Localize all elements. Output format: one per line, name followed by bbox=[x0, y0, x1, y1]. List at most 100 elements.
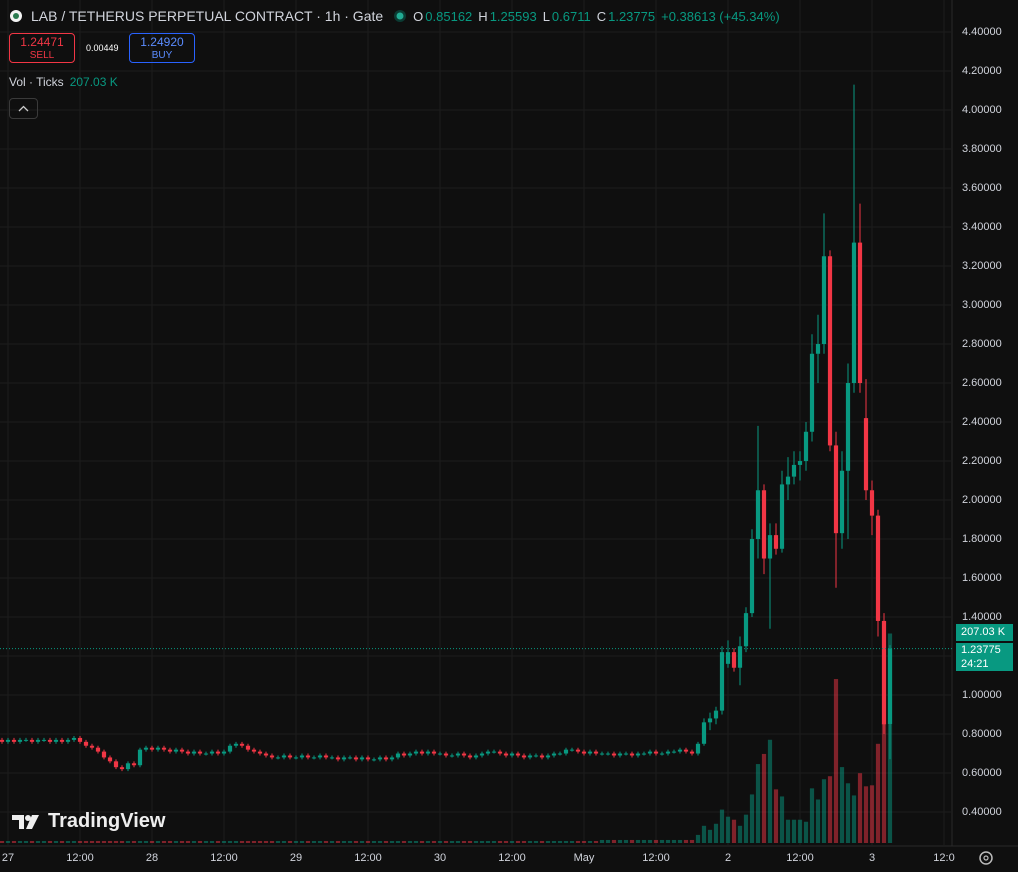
sell-price: 1.24471 bbox=[20, 35, 64, 49]
volume-bar bbox=[587, 840, 593, 843]
y-tick-label: 2.00000 bbox=[962, 494, 1002, 506]
volume-bar bbox=[515, 840, 521, 843]
buy-label: BUY bbox=[151, 50, 173, 61]
candle-body bbox=[515, 753, 521, 756]
candle-body bbox=[479, 753, 485, 756]
volume-bar bbox=[407, 840, 413, 843]
y-tick-label: 0.60000 bbox=[962, 767, 1002, 779]
brand: TradingView bbox=[12, 810, 165, 833]
volume-bar bbox=[125, 840, 131, 843]
candle-body bbox=[137, 749, 143, 766]
candle-body bbox=[785, 476, 791, 485]
volume-bar bbox=[209, 840, 215, 843]
candle-body bbox=[431, 751, 437, 754]
sell-button[interactable]: 1.24471 SELL bbox=[9, 33, 75, 63]
candle-body bbox=[65, 739, 71, 742]
volume-bar bbox=[113, 840, 119, 843]
volume-bar bbox=[425, 840, 431, 843]
volume-bar bbox=[401, 840, 407, 843]
x-tick-label: 12:00 bbox=[210, 852, 238, 864]
volume-bar bbox=[575, 840, 581, 843]
volume-bar bbox=[353, 840, 359, 843]
volume-bar bbox=[107, 840, 113, 843]
volume-bar bbox=[827, 776, 833, 843]
volume-bar bbox=[227, 840, 233, 843]
volume-bar bbox=[137, 840, 143, 843]
volume-bar bbox=[797, 819, 803, 843]
volume-bar bbox=[809, 788, 815, 843]
candle-body bbox=[743, 613, 749, 647]
volume-bar bbox=[689, 839, 695, 843]
volume-bar bbox=[767, 739, 773, 843]
candle-body bbox=[779, 484, 785, 549]
candle-body bbox=[383, 757, 389, 760]
candle-body bbox=[143, 747, 149, 750]
volume-bar bbox=[383, 840, 389, 843]
x-tick-label: 12:00 bbox=[786, 852, 814, 864]
volume-bar bbox=[329, 840, 335, 843]
buy-button[interactable]: 1.24920 BUY bbox=[129, 33, 195, 63]
candle-body bbox=[305, 755, 311, 758]
volume-bar bbox=[131, 840, 137, 843]
volume-bar bbox=[179, 840, 185, 843]
candle-body bbox=[539, 755, 545, 758]
volume-bar bbox=[17, 840, 23, 843]
volume-bar bbox=[35, 840, 41, 843]
candle-body bbox=[389, 757, 395, 760]
volume-bar bbox=[503, 840, 509, 843]
volume-bar bbox=[875, 743, 881, 843]
candle-body bbox=[767, 535, 773, 559]
ohlc-key: H bbox=[478, 8, 488, 24]
volume-bar bbox=[851, 795, 857, 843]
volume-bar bbox=[53, 840, 59, 843]
candle-body bbox=[101, 751, 107, 758]
volume-bar bbox=[647, 839, 653, 843]
volume-bar bbox=[599, 839, 605, 843]
candle-body bbox=[809, 353, 815, 432]
volume-bar bbox=[101, 840, 107, 843]
candle-body bbox=[713, 710, 719, 719]
candle-body bbox=[365, 757, 371, 760]
volume-bar bbox=[791, 819, 797, 843]
candle-body bbox=[353, 757, 359, 760]
x-tick-label: 12:00 bbox=[642, 852, 670, 864]
candle-body bbox=[17, 739, 23, 742]
volume-bar bbox=[713, 823, 719, 843]
candle-body bbox=[407, 753, 413, 756]
volume-bar bbox=[785, 819, 791, 843]
settings-icon[interactable] bbox=[979, 851, 993, 865]
candle-body bbox=[587, 751, 593, 754]
volume-bar bbox=[779, 796, 785, 843]
candle-body bbox=[401, 753, 407, 756]
candle-body bbox=[455, 753, 461, 756]
candle-body bbox=[59, 739, 65, 742]
collapse-button[interactable] bbox=[9, 98, 38, 119]
volume-bar bbox=[815, 799, 821, 843]
volume-bar bbox=[629, 839, 635, 843]
candle-body bbox=[347, 757, 353, 759]
last-price: 1.23775 bbox=[961, 644, 1001, 656]
volume-bar bbox=[569, 840, 575, 843]
candle-body bbox=[701, 722, 707, 744]
candle-body bbox=[23, 739, 29, 741]
volume-bar bbox=[581, 840, 587, 843]
candle-body bbox=[119, 767, 125, 770]
volume-bar bbox=[287, 840, 293, 843]
candle-body bbox=[227, 745, 233, 752]
volume-bar bbox=[215, 840, 221, 843]
candle-body bbox=[359, 757, 365, 760]
candle-body bbox=[251, 749, 257, 752]
candle-body bbox=[863, 418, 869, 491]
candle-body bbox=[149, 747, 155, 750]
candle-body bbox=[629, 753, 635, 756]
volume-bar bbox=[371, 840, 377, 843]
volume-bar bbox=[701, 825, 707, 843]
price-badge: 1.23775 24:21 bbox=[956, 643, 1013, 671]
buy-price: 1.24920 bbox=[140, 35, 184, 49]
volume-bar bbox=[839, 767, 845, 843]
volume-bar bbox=[359, 840, 365, 843]
candle-body bbox=[41, 739, 47, 741]
volume-bar bbox=[485, 840, 491, 843]
candle-body bbox=[683, 749, 689, 752]
